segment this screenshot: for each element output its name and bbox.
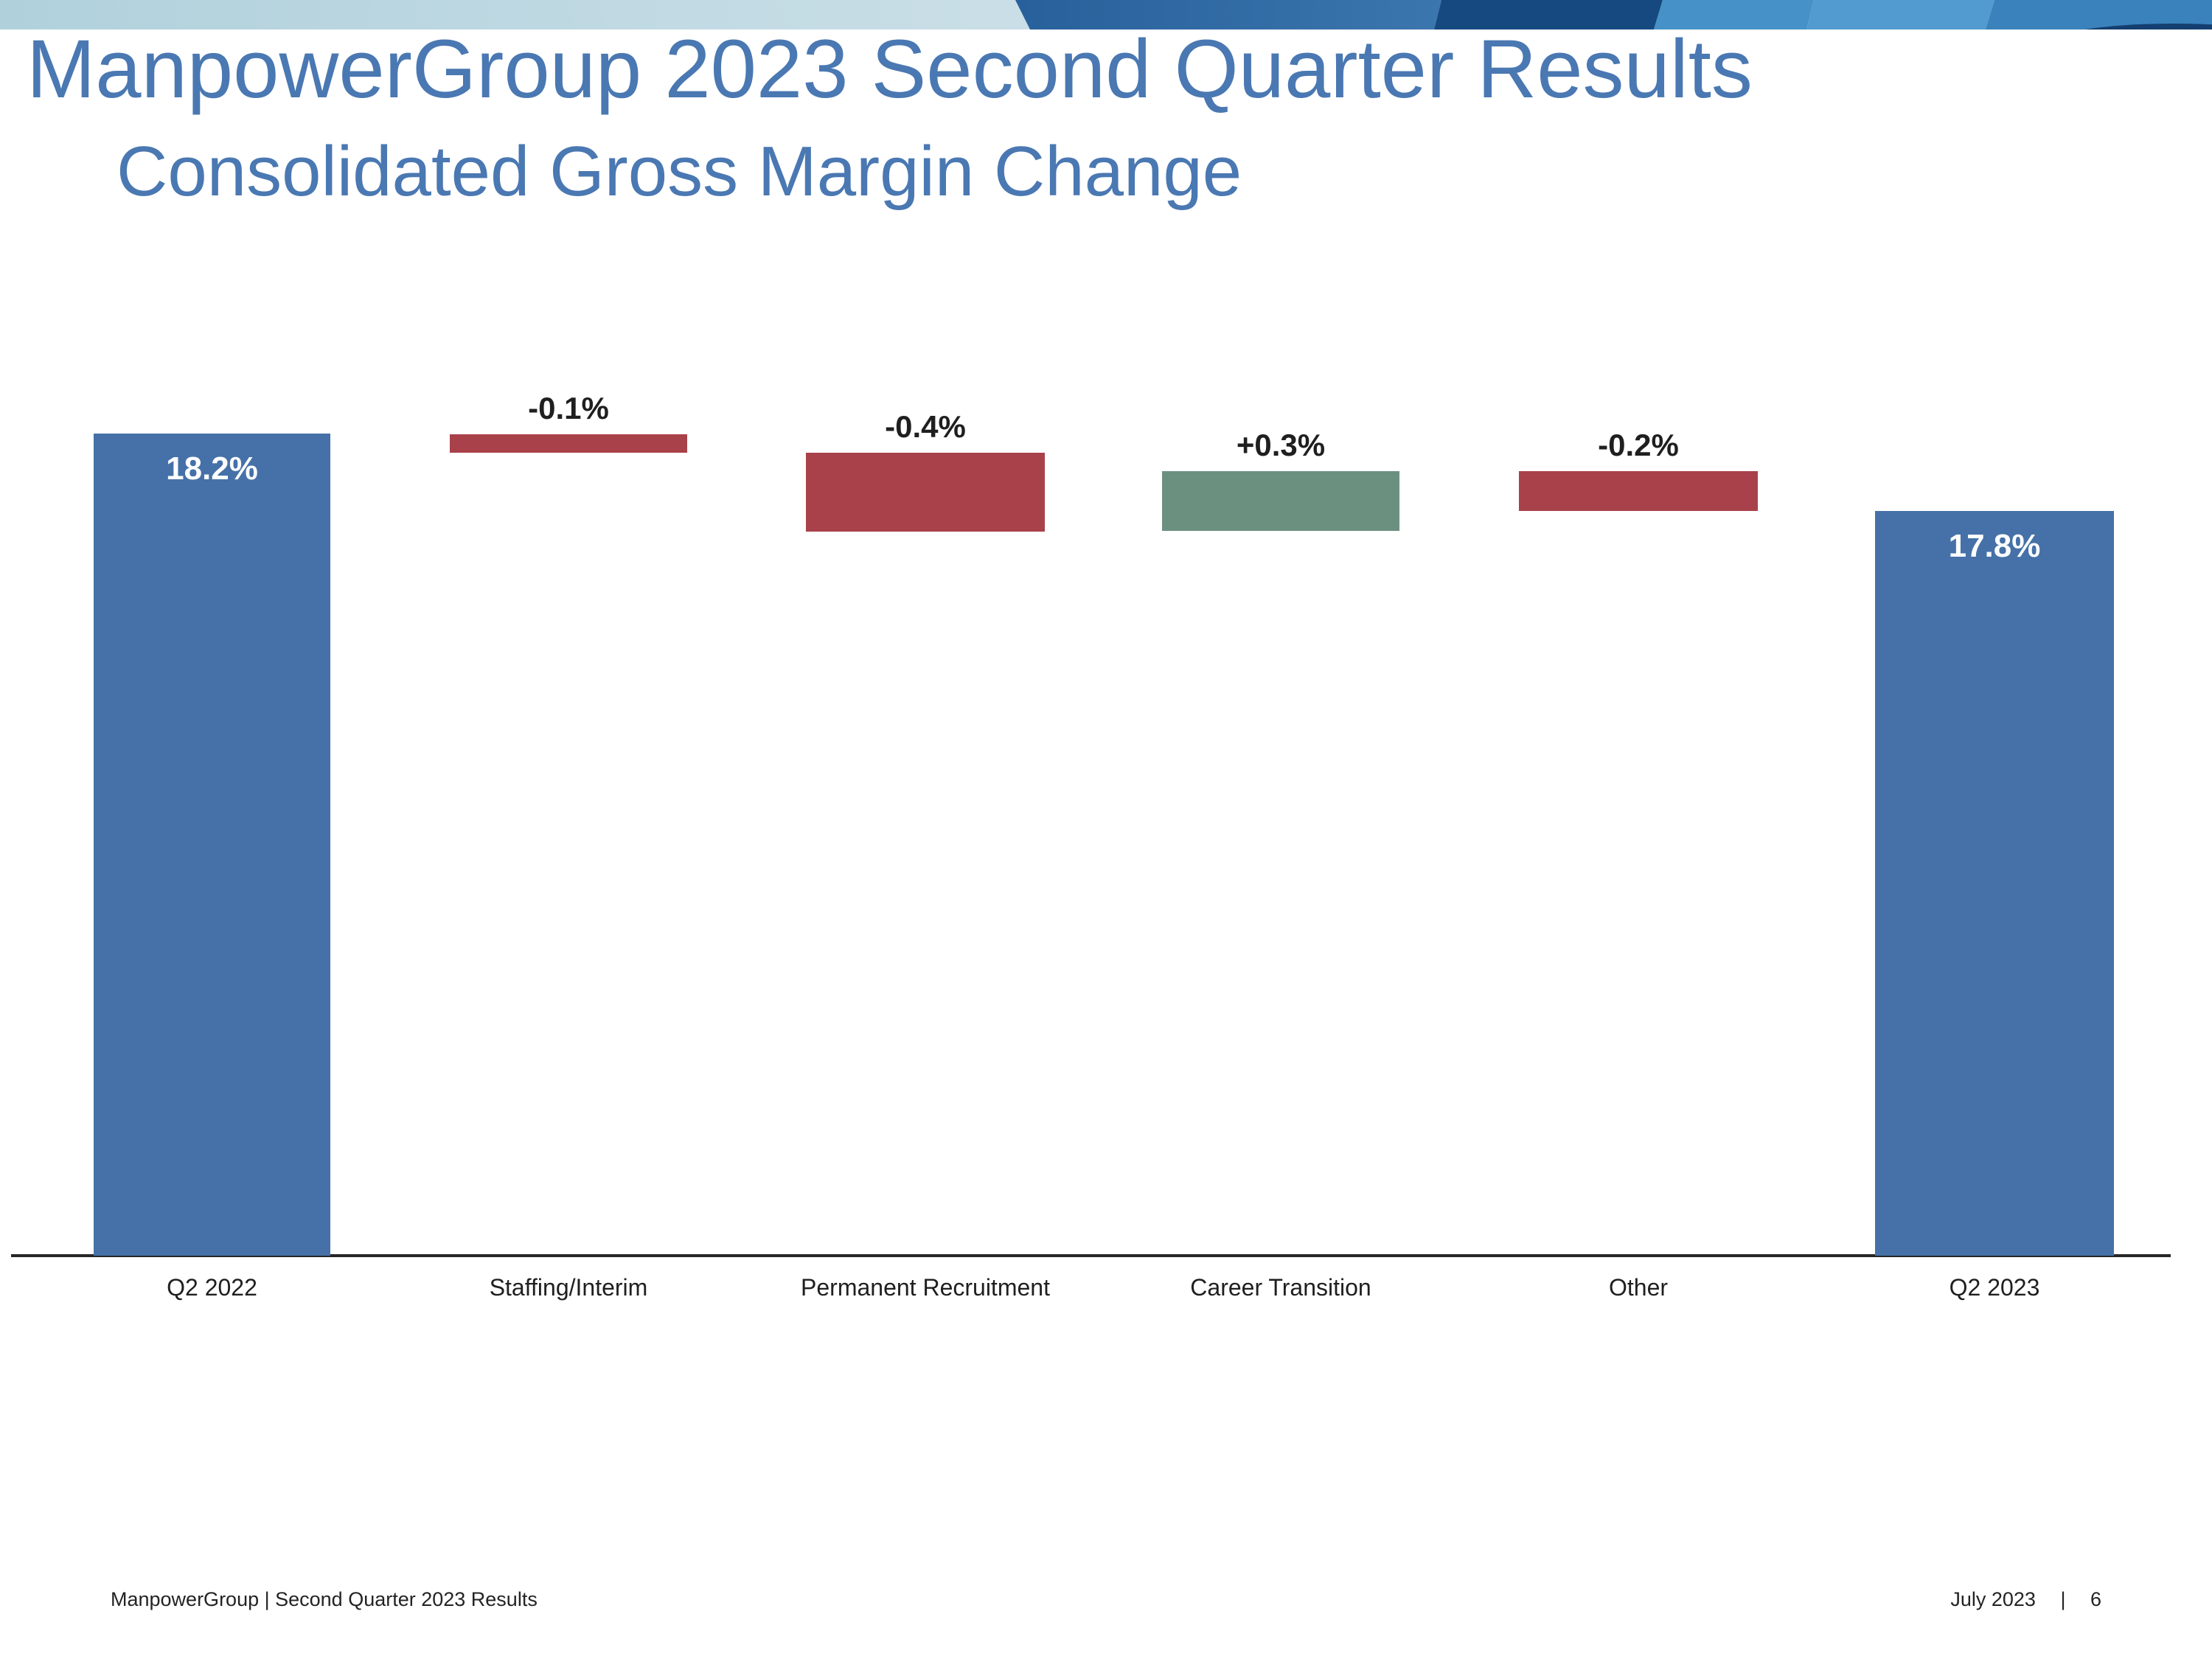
bar-staffing-interim	[450, 434, 687, 453]
x-axis-line	[11, 1254, 2171, 1257]
bar-value-label-q2-2023: 17.8%	[1948, 528, 2041, 564]
category-label-permanent-recruitment: Permanent Recruitment	[801, 1274, 1050, 1301]
category-label-q2-2023: Q2 2023	[1949, 1274, 2040, 1301]
bar-permanent-recruitment	[806, 453, 1045, 532]
page-title: ManpowerGroup 2023 Second Quarter Result…	[27, 23, 1753, 115]
bar-q2-2022	[94, 434, 330, 1256]
top-banner-decoration	[0, 0, 2212, 29]
bar-value-label-permanent-recruitment: -0.4%	[885, 409, 966, 444]
footer-right: July 2023 | 6	[1950, 1588, 2101, 1611]
bar-q2-2023	[1875, 511, 2114, 1256]
footer-page-number: 6	[2090, 1588, 2101, 1610]
category-label-career-transition: Career Transition	[1190, 1274, 1371, 1301]
footer-date: July 2023	[1950, 1588, 2036, 1610]
bar-value-label-career-transition: +0.3%	[1236, 428, 1326, 462]
bar-value-label-other: -0.2%	[1598, 428, 1679, 462]
bar-value-label-staffing-interim: -0.1%	[528, 391, 609, 425]
footer-left-text: ManpowerGroup | Second Quarter 2023 Resu…	[111, 1588, 538, 1610]
footer-separator: |	[2060, 1588, 2066, 1610]
page-subtitle: Consolidated Gross Margin Change	[116, 132, 1242, 211]
category-label-other: Other	[1608, 1274, 1669, 1301]
category-label-q2-2022: Q2 2022	[167, 1274, 257, 1301]
bar-career-transition	[1162, 471, 1399, 531]
category-label-staffing-interim: Staffing/Interim	[489, 1274, 648, 1301]
bar-value-label-q2-2022: 18.2%	[166, 451, 258, 487]
bar-other	[1519, 471, 1758, 511]
